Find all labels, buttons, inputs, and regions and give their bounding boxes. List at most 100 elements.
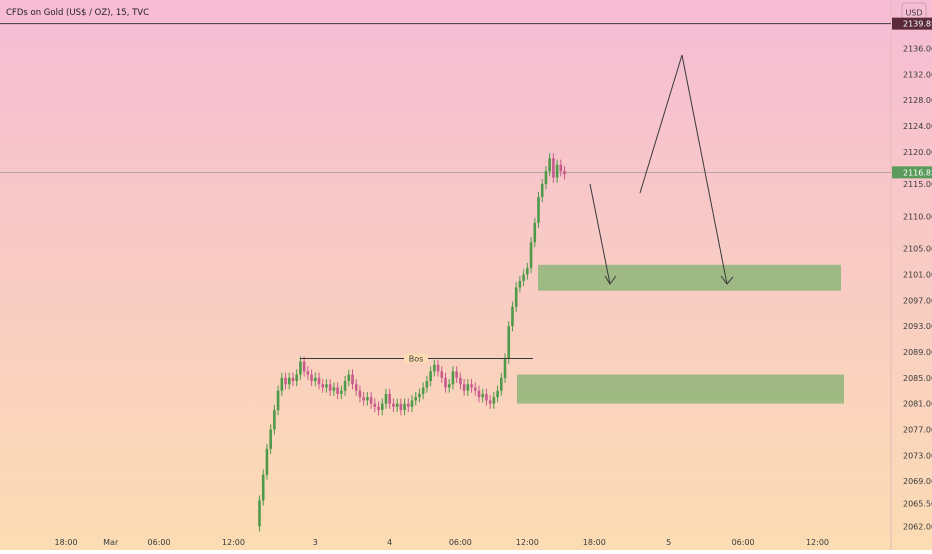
candle [555, 164, 559, 178]
candle [351, 374, 354, 385]
candle [459, 377, 462, 385]
candle [280, 377, 284, 391]
candle [276, 390, 280, 411]
candle [529, 242, 533, 269]
candle [544, 171, 548, 185]
candle [500, 377, 503, 391]
candle [354, 384, 358, 391]
candle [514, 287, 518, 307]
candle [291, 377, 295, 382]
y-tick-label: 2105.00 [903, 245, 932, 254]
projection-path-2 [639, 54, 728, 285]
y-tick-label: 2093.00 [903, 322, 932, 331]
candle [295, 374, 298, 382]
candle [384, 393, 388, 404]
arrow-head-2 [720, 275, 734, 285]
x-tick-label: Mar [103, 538, 119, 547]
candle [302, 361, 306, 372]
y-tick-label: 2101.00 [903, 271, 932, 280]
candle [261, 474, 265, 501]
candle [485, 393, 488, 401]
candle [481, 393, 484, 398]
candle [526, 268, 529, 275]
candle [473, 387, 477, 391]
candle [317, 377, 321, 385]
candle [552, 158, 555, 178]
top-level-tag [892, 17, 932, 30]
candle [522, 274, 525, 281]
candle [563, 171, 566, 175]
candle [306, 371, 310, 375]
candle [399, 403, 403, 411]
y-tick-label: 2077.00 [903, 425, 932, 434]
candle [287, 377, 291, 385]
y-tick-label: 2136.00 [903, 45, 932, 54]
projection-arrow-1 [589, 183, 611, 285]
candle [310, 374, 313, 382]
candle [403, 403, 406, 411]
currency-badge-label: USD [905, 9, 922, 18]
candle [559, 164, 563, 172]
candle [340, 390, 343, 394]
candle [366, 397, 369, 401]
x-tick-label: 06:00 [148, 538, 171, 547]
candle [466, 384, 470, 391]
y-tick-label: 2128.00 [903, 96, 932, 105]
candle [410, 400, 414, 407]
candle [421, 387, 425, 394]
candle [299, 361, 302, 375]
y-tick-label: 2069.00 [903, 477, 932, 486]
candle [284, 377, 287, 385]
candle [540, 184, 544, 198]
candle [328, 384, 332, 391]
candle [462, 384, 466, 391]
y-tick-label: 2081.00 [903, 400, 932, 409]
candle [470, 384, 473, 388]
bos-label: Bos [409, 354, 424, 363]
candle [358, 390, 362, 398]
candle [265, 448, 269, 475]
top-level-tag-label: 2139.85 [903, 20, 932, 29]
candle [273, 410, 276, 430]
candle [388, 393, 391, 404]
candle [362, 397, 365, 401]
current-price-tag [892, 166, 932, 179]
x-tick-label: 12:00 [516, 538, 539, 547]
candle [414, 397, 418, 401]
y-tick-label: 2124.00 [903, 122, 932, 131]
candle [347, 374, 351, 382]
y-tick-label: 2110.00 [903, 212, 932, 221]
candle [447, 384, 451, 388]
chart-title: CFDs on Gold (US$ / OZ), 15, TVC [6, 8, 149, 18]
candle [332, 387, 336, 391]
candle [492, 397, 496, 404]
candle [321, 384, 325, 388]
candle [507, 326, 511, 359]
candle [418, 393, 421, 398]
arrow-head-1 [604, 275, 617, 285]
candle [314, 377, 317, 382]
candle [429, 371, 432, 382]
candle [407, 403, 410, 407]
current-price-tag-label: 2116.82 [903, 168, 932, 177]
candle [377, 406, 380, 411]
candle [511, 306, 514, 327]
y-tick-label: 2132.00 [903, 70, 932, 79]
demand-zone [517, 374, 844, 404]
y-tick-label: 2120.00 [903, 148, 932, 157]
candle [380, 403, 384, 411]
candle [369, 397, 373, 404]
candle [518, 280, 522, 288]
y-tick-label: 2085.00 [903, 374, 932, 383]
x-tick-label: 4 [387, 538, 392, 547]
y-tick-label: 2115.00 [903, 180, 932, 189]
candle [395, 403, 399, 407]
x-tick-label: 06:00 [732, 538, 755, 547]
candle [373, 403, 377, 407]
x-tick-label: 18:00 [583, 538, 606, 547]
candle [336, 387, 339, 394]
candle [258, 500, 261, 527]
y-tick-label: 2097.00 [903, 296, 932, 305]
candle [477, 390, 481, 398]
